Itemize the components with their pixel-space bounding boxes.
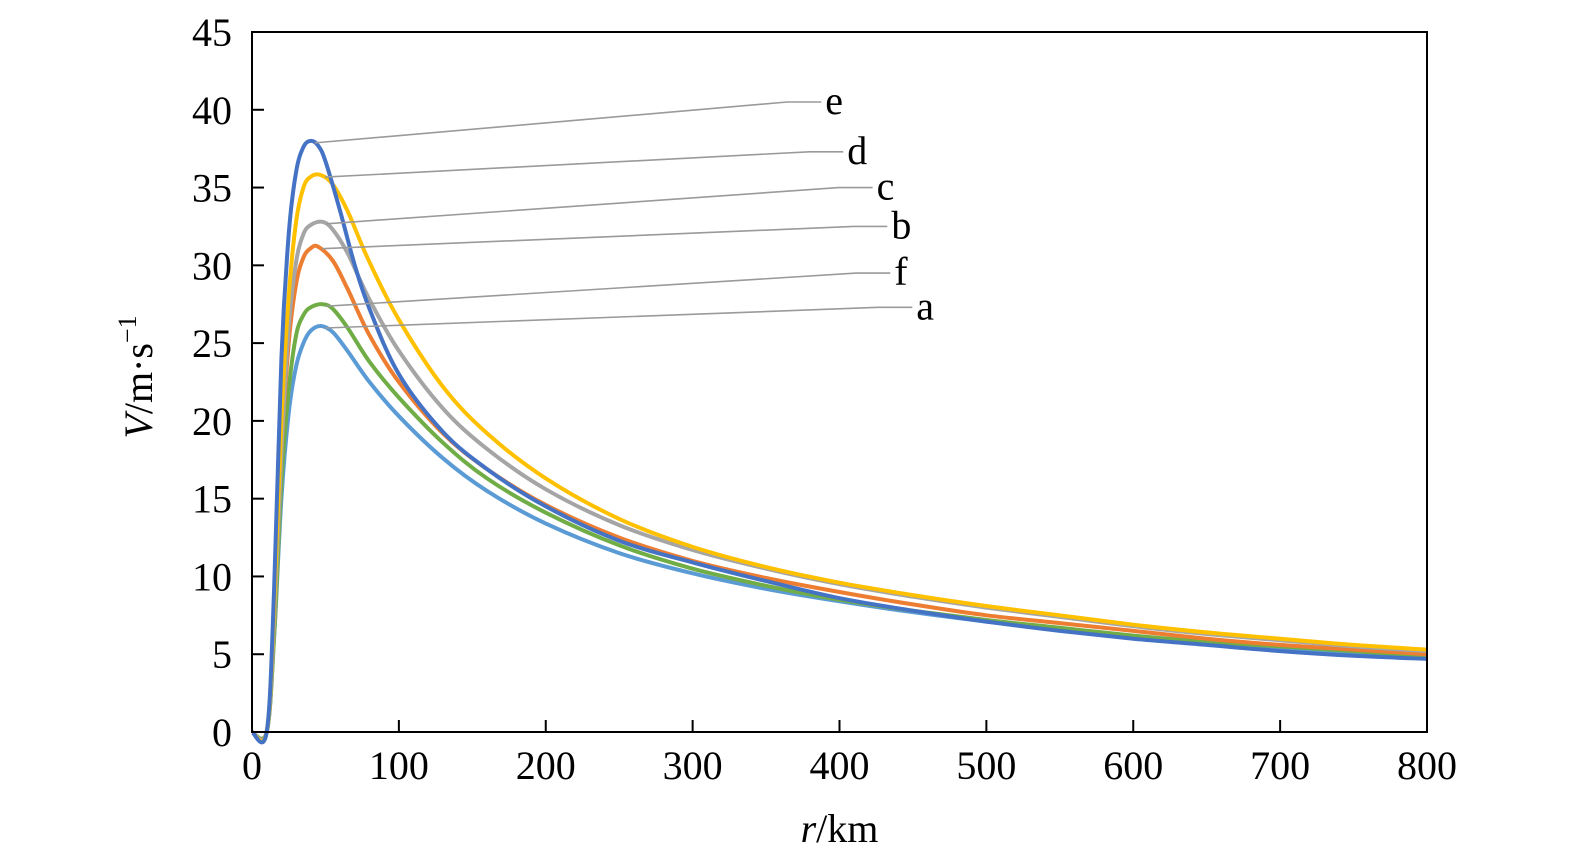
leader-line-b — [322, 225, 888, 250]
x-tick-label: 700 — [1250, 743, 1310, 788]
series-line-e — [250, 138, 1428, 745]
x-tick-label: 200 — [516, 743, 576, 788]
x-tick-label: 300 — [663, 743, 723, 788]
y-tick-label: 45 — [192, 10, 232, 55]
curve-label-a: a — [916, 283, 934, 328]
leader-line-a — [325, 306, 913, 329]
y-tick-label: 30 — [192, 243, 232, 288]
y-tick-label: 20 — [192, 399, 232, 444]
plot-lines — [250, 138, 1428, 745]
curve-label-b: b — [891, 202, 911, 247]
series-line-f — [251, 302, 1428, 741]
y-tick-label: 35 — [192, 166, 232, 211]
y-tick-label: 25 — [192, 321, 232, 366]
x-axis-unit: /km — [816, 806, 878, 851]
x-tick-label: 100 — [369, 743, 429, 788]
x-axis-title: r/km — [801, 806, 879, 851]
y-axis-variable: V — [116, 410, 161, 439]
y-axis-title: V/m·s−1 — [113, 315, 161, 438]
x-tick-label: 800 — [1397, 743, 1457, 788]
curve-label-f: f — [894, 249, 908, 294]
x-tick-label: 500 — [956, 743, 1016, 788]
y-tick-label: 5 — [212, 632, 232, 677]
leader-line-c — [326, 186, 873, 225]
x-tick-label: 0 — [242, 743, 262, 788]
y-tick-labels: 0 5 10 15 20 25 30 35 40 45 — [192, 10, 232, 755]
curve-label-e: e — [825, 78, 843, 123]
y-tick-label: 10 — [192, 554, 232, 599]
y-tick-label: 15 — [192, 477, 232, 522]
x-axis-variable: r — [801, 806, 817, 851]
y-axis-unit-exponent: −1 — [113, 315, 142, 343]
curve-label-d: d — [847, 128, 867, 173]
y-axis-unit: /m·s — [116, 343, 161, 414]
leader-line-e — [314, 101, 822, 144]
leader-line-d — [324, 150, 844, 178]
x-tick-label: 600 — [1103, 743, 1163, 788]
series-line-b — [250, 243, 1428, 742]
axis-ticks — [251, 31, 1428, 733]
series-line-d — [250, 172, 1428, 744]
x-tick-label: 400 — [810, 743, 870, 788]
curve-label-c: c — [877, 164, 895, 209]
x-tick-labels: 0 100 200 300 400 500 600 700 800 — [242, 743, 1457, 788]
leader-line-f — [326, 272, 891, 308]
y-tick-label: 0 — [212, 710, 232, 755]
plot-frame — [251, 31, 1428, 733]
y-tick-label: 40 — [192, 88, 232, 133]
